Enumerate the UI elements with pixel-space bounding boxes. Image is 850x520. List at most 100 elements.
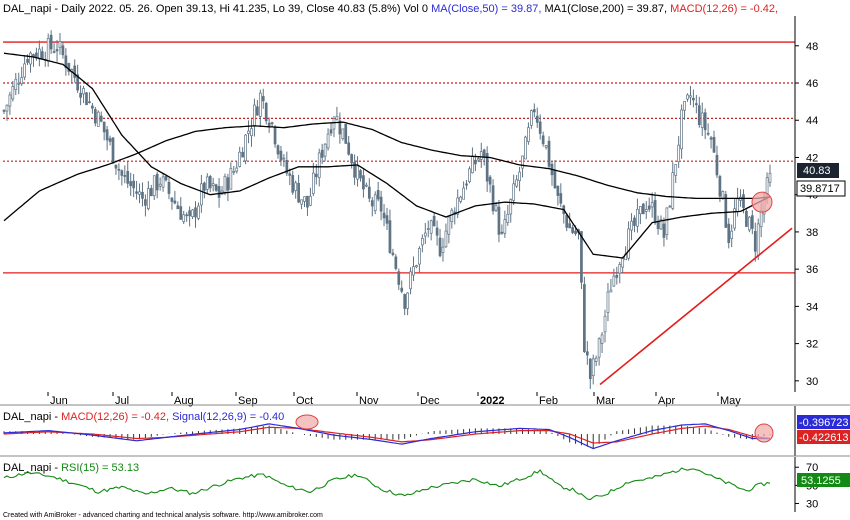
ma200-label: MA1(Close,200) = 39.87, bbox=[545, 3, 671, 15]
candle-body bbox=[273, 126, 277, 145]
candle-body bbox=[79, 92, 82, 98]
candle-body bbox=[527, 127, 530, 142]
candle-body bbox=[197, 205, 200, 219]
candle-body bbox=[423, 232, 427, 237]
candle-body bbox=[49, 34, 53, 50]
rsi-tick-label: 70 bbox=[806, 462, 818, 474]
price-tick-label: 42 bbox=[806, 152, 818, 164]
candle-body bbox=[211, 183, 215, 186]
candle-body bbox=[585, 351, 589, 356]
rsi-badge-bg bbox=[797, 473, 850, 487]
candle-body bbox=[341, 128, 345, 139]
candle-body bbox=[117, 168, 121, 171]
candle-body bbox=[194, 207, 197, 218]
candle-body bbox=[418, 248, 421, 265]
price-tick-label: 34 bbox=[806, 301, 818, 313]
candle-body bbox=[538, 121, 542, 134]
candle-body bbox=[158, 183, 162, 187]
candle-body bbox=[214, 184, 218, 191]
candle-body bbox=[394, 256, 398, 269]
candle-body bbox=[768, 172, 772, 183]
candle-body bbox=[309, 195, 312, 206]
candle-body bbox=[756, 223, 760, 257]
price-axis: 48464442403836343230 bbox=[794, 16, 818, 392]
candle-body bbox=[144, 199, 147, 206]
candle-body bbox=[365, 184, 368, 187]
macd-value-badge: -0.396723 bbox=[797, 415, 850, 429]
candle-body bbox=[250, 128, 253, 137]
candle-body bbox=[152, 175, 156, 197]
candle-body bbox=[17, 82, 21, 85]
candle-body bbox=[376, 190, 380, 200]
ma50-label: MA(Close,50) = 39.87, bbox=[431, 3, 544, 15]
candle-body bbox=[223, 175, 227, 193]
candle-body bbox=[641, 203, 645, 215]
candle-body bbox=[385, 215, 389, 224]
candle-body bbox=[612, 275, 616, 287]
candle-body bbox=[591, 358, 595, 377]
candle-body bbox=[597, 338, 601, 358]
candle-body bbox=[447, 216, 451, 235]
candle-body bbox=[247, 130, 250, 134]
candle-body bbox=[456, 197, 460, 215]
candle-body bbox=[482, 149, 486, 158]
candle-body bbox=[474, 159, 477, 165]
candle-body bbox=[29, 52, 32, 65]
candle-body bbox=[55, 49, 59, 52]
candle-body bbox=[730, 230, 734, 239]
candle-body bbox=[132, 180, 135, 189]
candle-body bbox=[91, 105, 94, 109]
candle-body bbox=[141, 191, 144, 199]
candle-body bbox=[444, 230, 448, 248]
candle-body bbox=[659, 219, 663, 230]
candle-body bbox=[99, 115, 103, 122]
candle-body bbox=[85, 92, 88, 106]
candle-body bbox=[532, 109, 536, 113]
candle-body bbox=[367, 186, 371, 199]
rsi-value-label: RSI(15) = 53.13 bbox=[61, 462, 139, 474]
candle-body bbox=[264, 102, 268, 122]
macd-ticker: DAL_napi - bbox=[3, 411, 61, 423]
ticker-label: DAL_napi bbox=[3, 3, 51, 15]
candle-body bbox=[256, 106, 259, 116]
candle-body bbox=[61, 45, 65, 56]
candle-body bbox=[314, 173, 318, 178]
candle-body bbox=[120, 170, 124, 176]
candle-body bbox=[46, 38, 50, 62]
candle-body bbox=[438, 237, 442, 257]
candle-body bbox=[515, 179, 518, 187]
candle-body bbox=[96, 111, 100, 127]
candle-body bbox=[706, 132, 710, 135]
candle-body bbox=[170, 197, 174, 202]
candle-body bbox=[409, 271, 412, 290]
candle-body bbox=[14, 78, 18, 91]
price-candles bbox=[2, 30, 772, 389]
candle-body bbox=[709, 137, 713, 140]
candle-body bbox=[476, 158, 480, 161]
price-tick-label: 44 bbox=[806, 115, 818, 127]
candle-body bbox=[179, 206, 183, 220]
candle-body bbox=[105, 129, 109, 141]
candle-body bbox=[279, 150, 283, 161]
candle-body bbox=[692, 97, 695, 101]
candle-body bbox=[441, 246, 445, 253]
candle-body bbox=[217, 186, 221, 198]
candle-body bbox=[712, 136, 716, 153]
candle-body bbox=[291, 175, 295, 193]
candle-body bbox=[680, 109, 683, 150]
signal-value-badge: -0.422613 bbox=[797, 430, 850, 444]
candle-body bbox=[671, 172, 675, 209]
candle-body bbox=[88, 101, 91, 104]
candle-body bbox=[332, 118, 336, 130]
candle-body bbox=[300, 199, 303, 205]
candle-body bbox=[521, 155, 524, 169]
time-tick-label: 2022 bbox=[480, 395, 504, 407]
candle-body bbox=[347, 142, 351, 155]
close-badge-bg bbox=[797, 163, 839, 178]
candle-body bbox=[553, 169, 557, 189]
candle-body bbox=[603, 315, 607, 333]
candle-body bbox=[238, 151, 242, 167]
candle-body bbox=[235, 167, 239, 172]
rsi-value-badge: 53.1255 bbox=[797, 473, 850, 487]
